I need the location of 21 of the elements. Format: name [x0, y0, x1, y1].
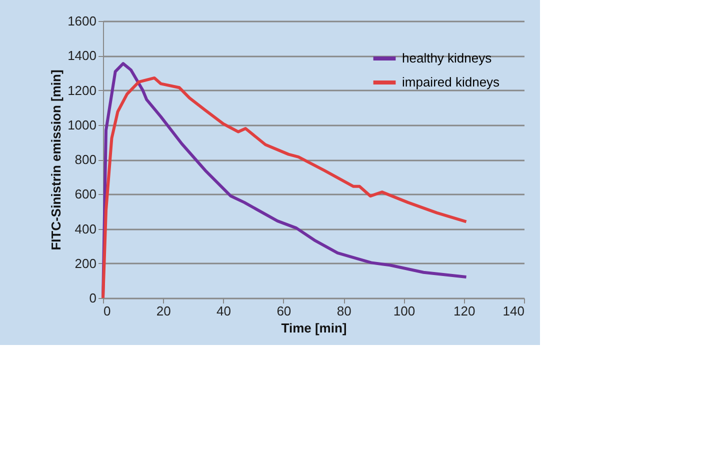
x-tick-label: 140 — [502, 304, 524, 318]
y-tick-label: 1000 — [68, 117, 96, 132]
x-tick-label: 40 — [216, 304, 232, 318]
x-tick-label: 0 — [104, 304, 111, 318]
y-tick-label: 1600 — [68, 14, 96, 28]
x-tick-label: 120 — [454, 304, 476, 318]
x-tick-label: 20 — [156, 304, 171, 318]
y-tick-label: 200 — [74, 256, 96, 271]
x-tick-label: 100 — [393, 304, 416, 318]
y-tick-label: 1400 — [68, 48, 96, 64]
x-tick-label: 80 — [336, 304, 352, 318]
y-tick-label: 800 — [74, 152, 96, 167]
legend-label: healthy kidneys — [402, 50, 492, 66]
y-axis-title: FITC-Sinistrin emission [min] — [48, 70, 64, 250]
x-tick-label: 60 — [276, 304, 292, 318]
x-axis-title: Time [min] — [281, 320, 347, 336]
legend-label: impaired kidneys — [402, 74, 500, 90]
y-tick-label: 400 — [74, 221, 96, 236]
y-tick-label: 600 — [74, 186, 96, 202]
y-tick-label: 0 — [89, 290, 96, 306]
y-tick-label: 1200 — [68, 82, 96, 98]
